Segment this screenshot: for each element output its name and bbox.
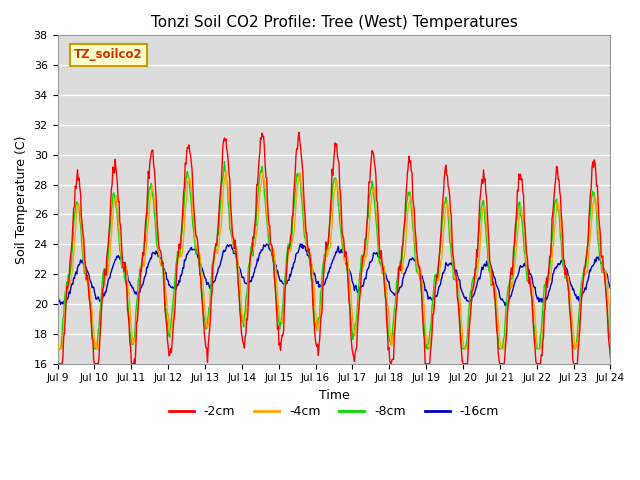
Legend: -2cm, -4cm, -8cm, -16cm: -2cm, -4cm, -8cm, -16cm [164, 400, 504, 423]
Title: Tonzi Soil CO2 Profile: Tree (West) Temperatures: Tonzi Soil CO2 Profile: Tree (West) Temp… [150, 15, 517, 30]
Y-axis label: Soil Temperature (C): Soil Temperature (C) [15, 135, 28, 264]
X-axis label: Time: Time [319, 389, 349, 402]
Text: TZ_soilco2: TZ_soilco2 [74, 48, 143, 61]
